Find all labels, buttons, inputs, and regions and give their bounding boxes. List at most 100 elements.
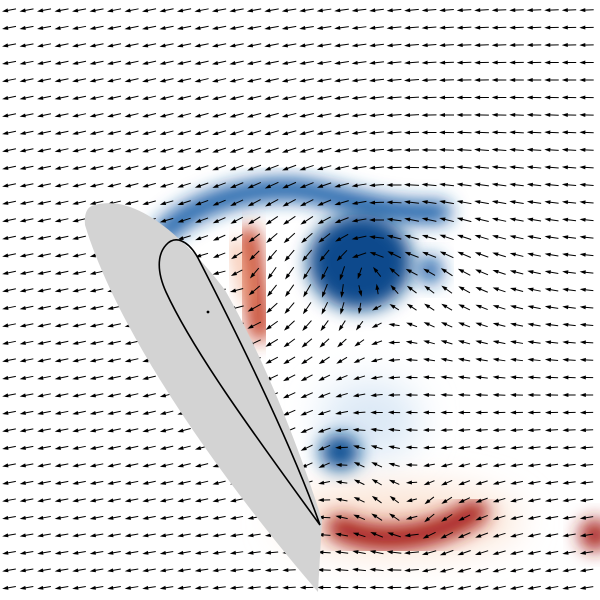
arrow-head xyxy=(54,358,61,363)
arrow-head xyxy=(334,95,341,100)
arrow-head xyxy=(142,498,149,503)
arrow-head xyxy=(544,533,552,538)
arrow-head xyxy=(371,478,378,484)
arrow-head xyxy=(441,516,448,522)
arrow-head xyxy=(579,445,586,450)
arrow-head xyxy=(526,25,533,30)
arrow-head xyxy=(386,183,393,188)
arrow-head xyxy=(527,498,534,503)
arrow-head xyxy=(194,25,201,30)
arrow-head xyxy=(369,235,376,240)
arrow-head xyxy=(229,78,236,83)
arrow-head xyxy=(124,8,131,13)
arrow-head xyxy=(544,43,551,48)
arrow-head xyxy=(371,513,378,519)
arrow-head xyxy=(230,201,237,206)
arrow-head xyxy=(357,307,362,315)
arrow-head xyxy=(72,323,79,328)
arrow-head xyxy=(264,131,271,136)
arrow-head xyxy=(579,60,586,65)
arrow-head xyxy=(107,428,114,433)
arrow-head xyxy=(440,322,448,327)
arrow-head xyxy=(89,8,96,13)
arrow-head xyxy=(89,96,96,100)
arrow-head xyxy=(492,235,499,239)
arrow-head xyxy=(562,322,569,327)
arrow-head xyxy=(440,428,447,433)
arrow-head xyxy=(54,305,61,310)
arrow-head xyxy=(389,495,396,502)
arrow-head xyxy=(404,217,411,222)
arrow-head xyxy=(337,341,343,348)
arrow-head xyxy=(89,201,96,205)
arrow-head xyxy=(527,392,534,397)
arrow-head xyxy=(212,183,219,188)
arrow-head xyxy=(142,96,149,100)
arrow-head xyxy=(159,183,167,188)
arrow-head xyxy=(351,130,358,135)
arrow-head xyxy=(456,234,464,239)
arrow-head xyxy=(509,182,516,187)
arrow-head xyxy=(440,410,447,415)
arrow-head xyxy=(527,305,534,310)
arrow-head xyxy=(72,463,79,468)
arrow-head xyxy=(440,534,447,539)
arrow-head xyxy=(509,550,517,555)
arrow-head xyxy=(421,25,428,30)
arrow-head xyxy=(142,131,149,135)
arrow-head xyxy=(2,165,9,170)
arrow-head xyxy=(405,515,413,520)
arrow-head xyxy=(510,357,517,362)
arrow-head xyxy=(405,357,412,362)
arrow-head xyxy=(19,340,26,345)
arrow-head xyxy=(389,304,396,309)
arrow-head xyxy=(369,183,376,188)
arrow-head xyxy=(54,533,61,538)
arrow-head xyxy=(458,516,465,521)
arrow-head xyxy=(439,200,446,205)
arrow-head xyxy=(37,358,44,363)
arrow-head xyxy=(319,342,326,348)
arrow-head xyxy=(299,201,307,207)
arrow-head xyxy=(195,218,202,223)
arrow-head xyxy=(72,166,79,170)
arrow-head xyxy=(424,303,431,309)
arrow-head xyxy=(335,376,343,381)
arrow-head xyxy=(54,410,61,415)
arrow-head xyxy=(72,340,79,345)
arrow-head xyxy=(159,201,167,205)
arrow-head xyxy=(317,428,324,433)
arrow-head xyxy=(492,568,499,573)
arrow-head xyxy=(369,130,376,135)
arrow-head xyxy=(72,218,79,223)
arrow-head xyxy=(386,113,393,118)
arrow-head xyxy=(229,184,237,189)
arrow-head xyxy=(544,60,551,65)
arrow-head xyxy=(423,480,430,486)
arrow-head xyxy=(492,463,500,468)
arrow-head xyxy=(72,270,79,275)
arrow-head xyxy=(475,463,482,468)
arrow-head xyxy=(439,251,447,256)
arrow-head xyxy=(142,445,149,450)
arrow-head xyxy=(439,8,446,13)
arrow-head xyxy=(142,78,149,83)
arrow-head xyxy=(264,96,271,101)
arrow-head xyxy=(265,219,272,225)
arrow-head xyxy=(229,288,237,293)
arrow-head xyxy=(2,25,9,30)
arrow-head xyxy=(579,568,587,573)
arrow-head xyxy=(457,375,465,380)
arrow-head xyxy=(2,200,9,205)
arrow-head xyxy=(282,219,290,225)
arrow-head xyxy=(229,43,236,48)
arrow-head xyxy=(2,375,9,380)
vortex-sheet xyxy=(154,178,451,243)
arrow-head xyxy=(107,8,114,13)
arrow-head xyxy=(386,200,393,205)
arrow-head xyxy=(510,463,517,468)
arrow-head xyxy=(2,288,9,293)
arrow-head xyxy=(544,357,552,362)
arrow-head xyxy=(458,481,465,486)
